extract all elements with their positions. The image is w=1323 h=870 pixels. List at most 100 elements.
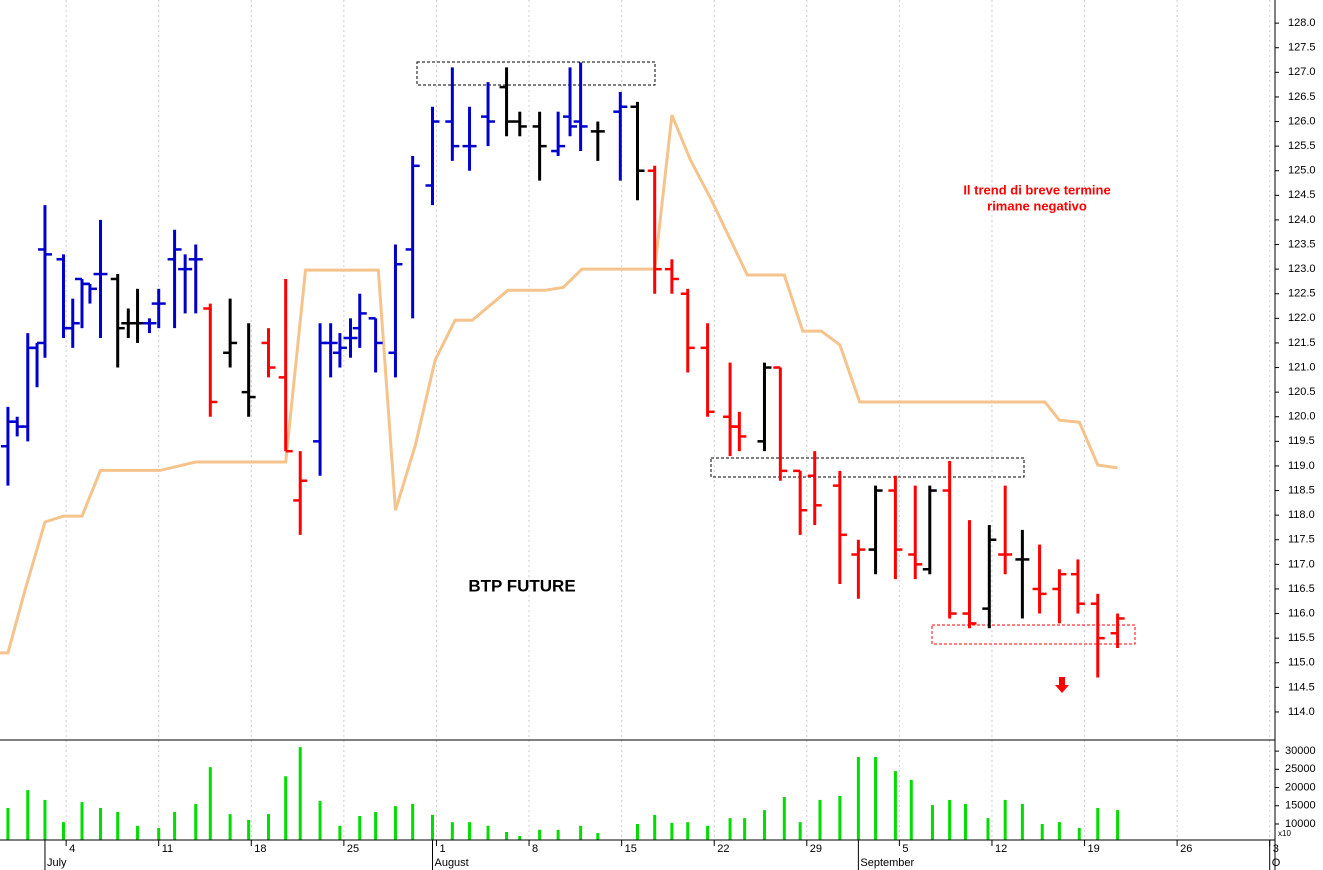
volume-bar — [393, 806, 397, 840]
y-tick-label: 128.0 — [1288, 17, 1316, 29]
volume-bar — [228, 814, 232, 840]
volume-bar — [856, 756, 860, 840]
y-tick-label: 117.5 — [1288, 534, 1315, 546]
volume-bar — [1003, 799, 1007, 840]
x-tick-label: 19 — [1088, 843, 1100, 855]
chart-label: BTP FUTURE — [468, 576, 575, 595]
volume-bar — [728, 818, 732, 840]
x-tick-label: 29 — [810, 843, 822, 855]
x-tick-label: 25 — [347, 843, 359, 855]
y-tick-label: 20000 — [1285, 781, 1316, 793]
volume-bar — [318, 801, 322, 840]
month-label: August — [434, 857, 468, 869]
volume-bar — [338, 825, 342, 840]
volume-bar — [743, 818, 747, 840]
volume-bar — [798, 822, 802, 840]
volume-bar — [596, 833, 600, 840]
volume-multiplier: x10 — [1278, 829, 1291, 838]
volume-bar — [298, 747, 302, 840]
x-tick-label: 1 — [439, 843, 445, 855]
y-tick-label: 125.0 — [1288, 165, 1316, 177]
volume-bar — [208, 767, 212, 840]
volume-bar — [1096, 807, 1100, 840]
volume-bar — [247, 819, 251, 840]
volume-bar — [838, 795, 842, 840]
volume-bar — [284, 776, 288, 840]
y-tick-label: 119.0 — [1288, 460, 1315, 472]
volume-bar — [706, 825, 710, 840]
volume-bar — [136, 825, 140, 840]
volume-bar — [80, 802, 84, 840]
y-tick-label: 127.0 — [1288, 66, 1316, 78]
volume-bar — [505, 831, 509, 840]
volume-bar — [874, 756, 878, 840]
volume-bar — [556, 829, 560, 840]
volume-bar — [1020, 803, 1024, 840]
volume-bar — [358, 815, 362, 840]
volume-bar — [1077, 827, 1081, 840]
volume-bar — [782, 797, 786, 840]
volume-bar — [653, 814, 657, 840]
x-tick-label: 18 — [254, 843, 266, 855]
y-tick-label: 10000 — [1285, 818, 1316, 830]
x-tick-label: 12 — [995, 843, 1007, 855]
y-tick-label: 120.5 — [1288, 386, 1316, 398]
plot-area — [0, 62, 1125, 840]
volume-bar — [173, 811, 177, 840]
level-box — [710, 457, 1025, 478]
y-tick-label: 122.5 — [1288, 288, 1316, 300]
volume-bar — [818, 799, 822, 840]
y-tick-label: 30000 — [1285, 745, 1316, 757]
volume-bar — [636, 823, 639, 840]
y-tick-label: 121.0 — [1288, 361, 1316, 373]
volume-bar — [1040, 823, 1044, 840]
y-tick-label: 116.5 — [1288, 583, 1315, 595]
volume-bar — [99, 807, 103, 840]
volume-bar — [948, 799, 952, 840]
month-label: September — [860, 857, 914, 869]
volume-bar — [909, 779, 913, 840]
y-tick-label: 119.5 — [1288, 435, 1315, 447]
y-tick-label: 118.5 — [1288, 484, 1315, 496]
volume-bar — [43, 799, 47, 840]
y-tick-label: 15000 — [1285, 800, 1316, 812]
volume-bar — [266, 814, 270, 840]
down-arrow — [1055, 677, 1069, 693]
x-tick-label: 4 — [69, 843, 75, 855]
y-tick-label: 122.0 — [1288, 312, 1316, 324]
y-tick-label: 123.0 — [1288, 263, 1316, 275]
y-tick-label: 124.0 — [1288, 214, 1316, 226]
y-tick-label: 120.0 — [1288, 411, 1316, 423]
volume-bar — [538, 829, 542, 840]
volume-bar — [893, 771, 897, 840]
y-tick-label: 125.5 — [1288, 140, 1316, 152]
x-tick-label: 11 — [162, 843, 173, 855]
volume-bar — [1116, 810, 1120, 840]
y-tick-label: 114.0 — [1288, 706, 1315, 718]
volume-bar — [6, 807, 10, 840]
x-tick-label: 26 — [1180, 843, 1192, 855]
volume-bar — [411, 803, 415, 840]
volume-bar — [486, 825, 490, 840]
volume-bar — [26, 790, 30, 840]
volume-bar — [930, 805, 934, 840]
y-tick-label: 116.0 — [1288, 607, 1315, 619]
volume-bar — [157, 827, 161, 840]
volume-bar — [430, 814, 434, 840]
x-tick-label: 3 — [1273, 843, 1279, 855]
trend-line — [0, 114, 1118, 655]
volume-bar — [450, 822, 454, 840]
x-tick-label: 15 — [625, 843, 637, 855]
volume-bar — [579, 825, 583, 840]
month-label: O — [1272, 857, 1281, 869]
y-tick-label: 123.5 — [1288, 238, 1316, 250]
volume-bar — [374, 811, 378, 840]
level-box — [416, 61, 656, 86]
volume-bar — [61, 822, 65, 840]
y-tick-label: 25000 — [1285, 763, 1316, 775]
volume-bar — [762, 810, 766, 840]
volume-bar — [686, 822, 690, 840]
volume-bar — [468, 822, 472, 840]
volume-bar — [116, 811, 120, 840]
